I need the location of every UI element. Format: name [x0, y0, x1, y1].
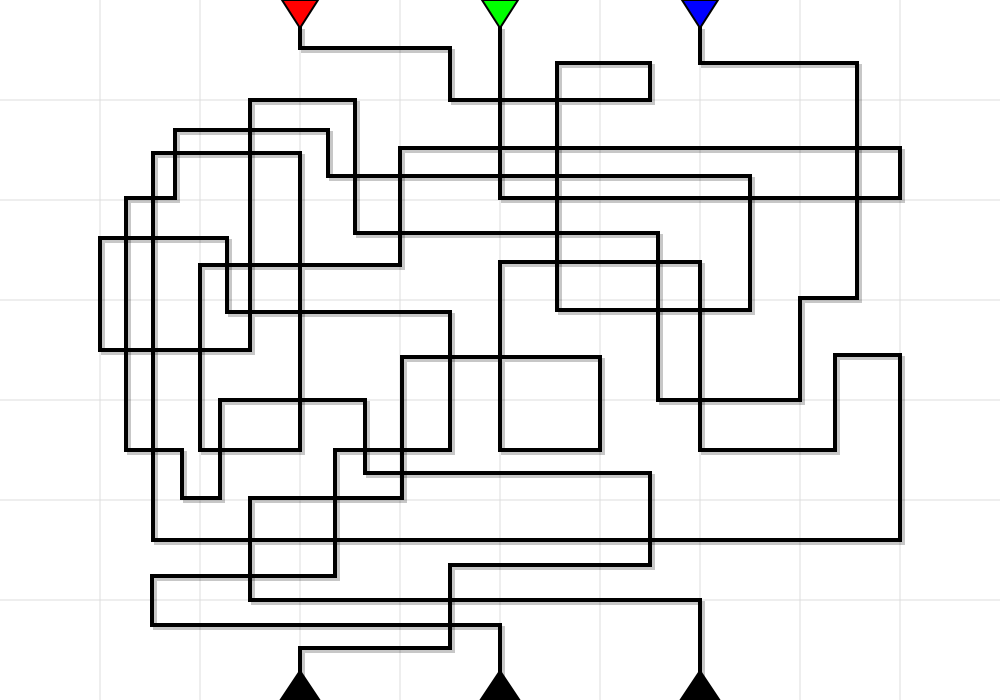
sink-right-icon[interactable] — [679, 669, 721, 700]
sources — [280, 0, 720, 30]
green-source-icon[interactable] — [480, 0, 520, 30]
sink-middle-icon[interactable] — [479, 669, 521, 700]
pipe-green-shadow — [154, 29, 905, 695]
red-source-icon[interactable] — [280, 0, 320, 30]
pipe-green — [151, 26, 902, 692]
pipe-blue — [98, 26, 859, 692]
pipes — [98, 26, 902, 692]
blue-source-icon[interactable] — [680, 0, 720, 30]
sink-left-icon[interactable] — [279, 669, 321, 700]
pipe-blue-shadow — [101, 29, 862, 695]
sinks — [279, 669, 721, 700]
pipe-red — [124, 26, 752, 692]
